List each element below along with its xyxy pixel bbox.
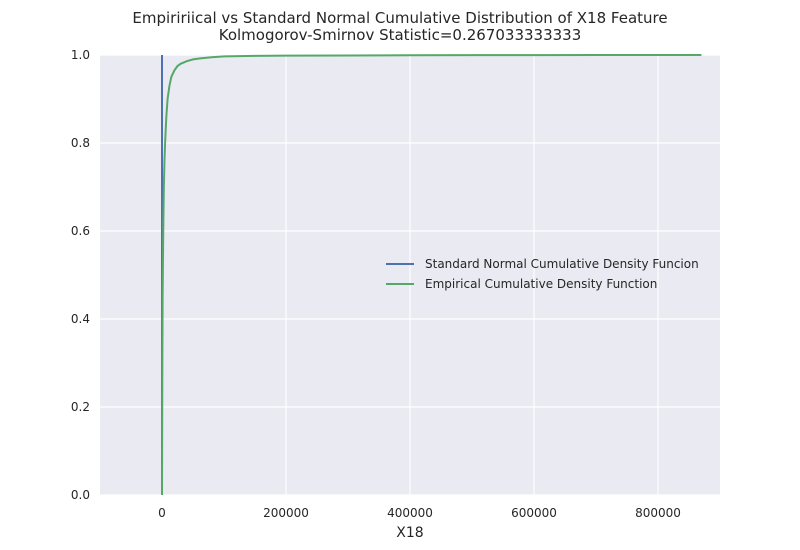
y-tick-label-3: 0.6 [71, 224, 90, 238]
series-line-1 [161, 54, 702, 496]
legend: Standard Normal Cumulative Density Funci… [386, 257, 699, 291]
y-tick-label-5: 1.0 [71, 48, 90, 62]
x-axis-ticks: 0 200000 400000 600000 800000 [158, 506, 681, 520]
y-tick-label-2: 0.4 [71, 312, 90, 326]
chart-subtitle: Kolmogorov-Smirnov Statistic=0.267033333… [219, 26, 582, 44]
x-tick-label-3: 600000 [511, 506, 557, 520]
series-lines [161, 54, 702, 496]
y-tick-label-4: 0.8 [71, 136, 90, 150]
y-tick-label-1: 0.2 [71, 400, 90, 414]
x-axis-label: X18 [396, 525, 423, 541]
legend-label-1: Empirical Cumulative Density Function [425, 277, 657, 291]
chart-title: Empiririical vs Standard Normal Cumulati… [132, 9, 667, 27]
x-tick-label-2: 400000 [387, 506, 433, 520]
legend-label-0: Standard Normal Cumulative Density Funci… [425, 257, 699, 271]
x-tick-label-0: 0 [158, 506, 166, 520]
x-tick-label-1: 200000 [263, 506, 309, 520]
x-tick-label-4: 800000 [635, 506, 681, 520]
y-axis-ticks: 0.0 0.2 0.4 0.6 0.8 1.0 [71, 48, 90, 502]
y-tick-label-0: 0.0 [71, 488, 90, 502]
